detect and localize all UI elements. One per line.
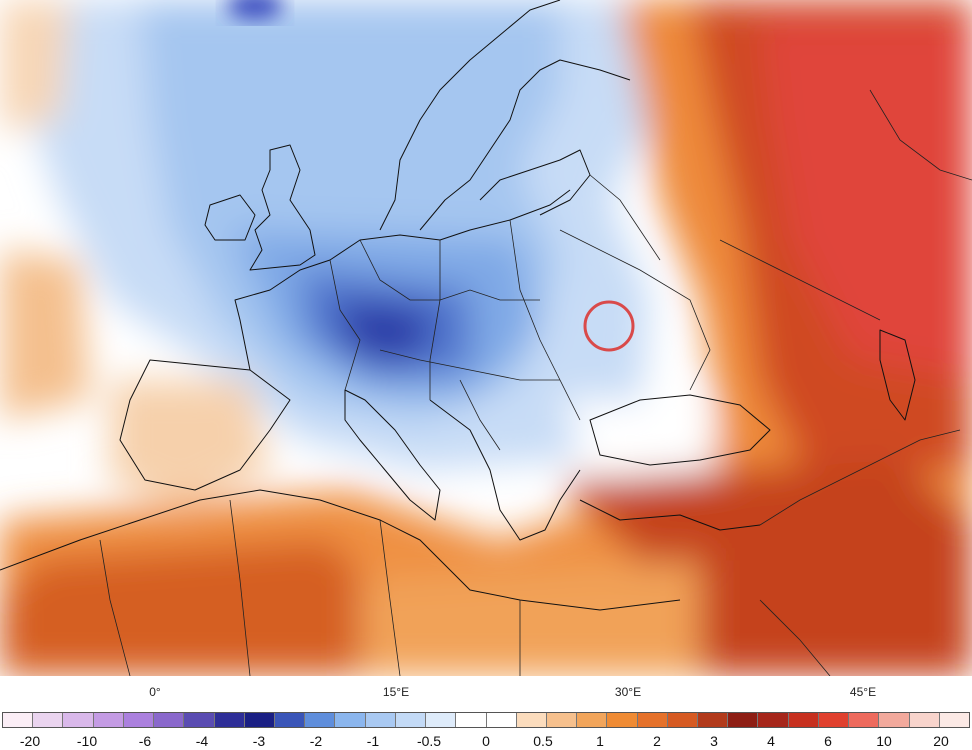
colorbar-swatch: [395, 713, 427, 727]
colorbar-tick: 0: [482, 733, 490, 749]
colorbar-swatch: [63, 713, 94, 727]
colorbar-swatch: [335, 713, 366, 727]
colorbar-swatch: [516, 713, 547, 727]
colorbar-swatch: [577, 713, 608, 727]
colorbar-legend: -20 -10 -6 -4 -3 -2 -1 -0.5 0 0.5 1 2 3 …: [0, 709, 972, 750]
colorbar-swatch: [698, 713, 729, 727]
colorbar-swatch: [214, 713, 245, 727]
colorbar-swatch: [93, 713, 124, 727]
colorbar-tick: -2: [309, 733, 323, 749]
colorbar-swatch: [849, 713, 880, 727]
colorbar-swatch: [486, 713, 517, 727]
colorbar-swatch: [3, 713, 34, 727]
colorbar-swatch: [879, 713, 910, 727]
colorbar-swatch: [939, 713, 969, 727]
colorbar-swatch: [123, 713, 155, 727]
colorbar-tick: 10: [876, 733, 892, 749]
colorbar-swatch: [909, 713, 940, 727]
coastlines: [0, 0, 916, 611]
colorbar-swatch: [154, 713, 185, 727]
colorbar-tick: -20: [19, 733, 41, 749]
colorbar-tick: -0.5: [416, 733, 442, 749]
lon-label-30e: 30°E: [614, 685, 642, 699]
colorbar-swatch: [637, 713, 668, 727]
colorbar-swatch: [788, 713, 819, 727]
lon-label-15e: 15°E: [382, 685, 410, 699]
longitude-axis: 0° 15°E 30°E 45°E: [0, 676, 972, 706]
anomaly-field: [0, 0, 972, 676]
colorbar-swatch: [546, 713, 578, 727]
colorbar-tick: 20: [933, 733, 949, 749]
highlight-circle-marker: [583, 300, 635, 352]
colorbar-tick: -3: [252, 733, 266, 749]
colorbar-swatch: [758, 713, 789, 727]
colorbar-tick: -4: [195, 733, 209, 749]
map-canvas: [0, 0, 972, 676]
colorbar-tick: -6: [138, 733, 152, 749]
colorbar-tick: 2: [653, 733, 661, 749]
colorbar-swatch: [184, 713, 215, 727]
colorbar-strip: [2, 712, 970, 728]
colorbar-swatch: [33, 713, 64, 727]
colorbar-swatch: [365, 713, 396, 727]
colorbar-tick: -10: [76, 733, 98, 749]
colorbar-tick: 0.5: [533, 733, 553, 749]
country-borders: [99, 89, 972, 676]
colorbar-swatch: [607, 713, 638, 727]
colorbar-swatch: [818, 713, 850, 727]
colorbar-swatch: [305, 713, 336, 727]
colorbar-tick: 4: [767, 733, 775, 749]
colorbar-swatch: [426, 713, 457, 727]
colorbar-tick: -1: [366, 733, 380, 749]
colorbar-tick: 6: [824, 733, 832, 749]
cold-spot-north: [227, 0, 283, 20]
colorbar-swatch: [274, 713, 306, 727]
colorbar-swatch: [244, 713, 275, 727]
colorbar-swatch: [667, 713, 699, 727]
temperature-anomaly-map: [0, 0, 972, 676]
colorbar-tick: 1: [596, 733, 604, 749]
colorbar-swatch: [728, 713, 759, 727]
colorbar-swatch: [456, 713, 487, 727]
colorbar-tick: 3: [710, 733, 718, 749]
lon-label-45e: 45°E: [849, 685, 877, 699]
lon-label-0: 0°: [149, 685, 161, 699]
